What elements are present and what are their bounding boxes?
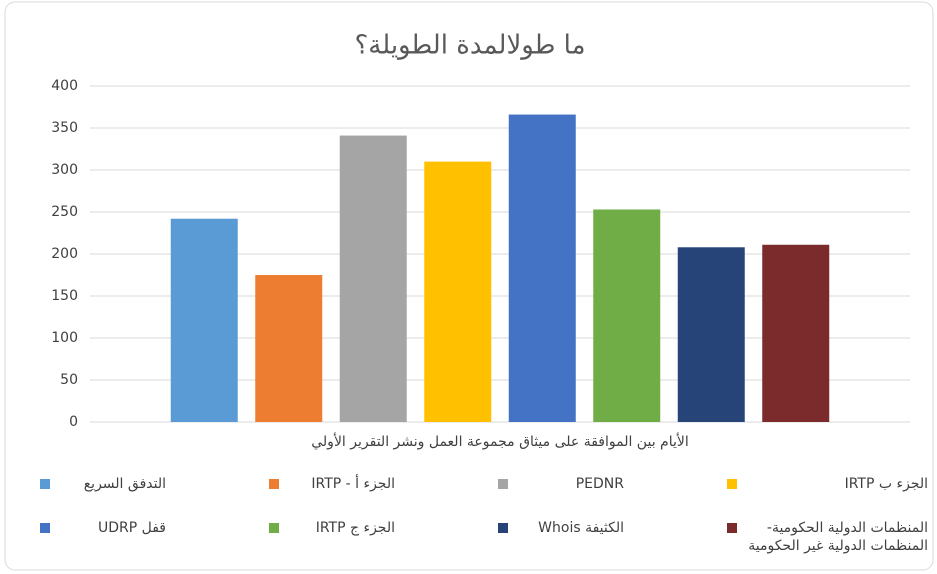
bar (339, 135, 407, 422)
legend-label: الكثيفة Whois (538, 520, 624, 536)
legend-swatch (498, 479, 508, 489)
bar (170, 218, 238, 422)
legend-swatch (40, 479, 50, 489)
y-tick-label: 0 (69, 414, 78, 430)
legend-item: قفل UDRP (40, 519, 166, 537)
legend-item: الجزء ب IRTP (727, 475, 928, 493)
legend-label: قفل UDRP (97, 520, 166, 536)
bar (508, 114, 576, 422)
legend-item: التدفق السريع (40, 475, 166, 493)
legend-label: الجزء ج IRTP (315, 520, 395, 536)
y-tick-label: 200 (51, 246, 78, 262)
y-tick-label: 350 (51, 120, 78, 136)
legend-swatch (727, 523, 737, 533)
legend-swatch (498, 523, 508, 533)
legend-swatch (269, 479, 279, 489)
bar (677, 247, 745, 422)
bar (593, 209, 661, 422)
legend-swatch (40, 523, 50, 533)
y-tick-label: 300 (51, 162, 78, 178)
legend-label: الجزء ب IRTP (844, 476, 928, 492)
y-tick-label: 50 (60, 372, 78, 388)
legend-swatch (727, 479, 737, 489)
legend-item: PEDNR (498, 475, 624, 493)
legend-label: الجزء أ - IRTP (311, 476, 395, 492)
y-tick-label: 150 (51, 288, 78, 304)
legend-item: المنظمات الدولية الحكومية- المنظمات الدو… (727, 519, 928, 555)
legend-swatch (269, 523, 279, 533)
bar (255, 275, 323, 422)
legend-label: PEDNR (575, 476, 624, 492)
legend-item: الجزء أ - IRTP (269, 475, 395, 493)
legend-label: المنظمات الدولية الحكومية- المنظمات الدو… (748, 520, 928, 554)
x-tick-label: الأيام بين الموافقة على ميثاق مجموعة الع… (311, 432, 689, 450)
chart-title: ما طولالمدة الطويلة؟ (354, 31, 585, 61)
y-tick-label: 250 (51, 204, 78, 220)
legend-item: الجزء ج IRTP (269, 519, 395, 537)
legend-label: التدفق السريع (83, 476, 166, 492)
y-tick-label: 400 (51, 78, 78, 94)
bar (762, 244, 830, 422)
bar (424, 161, 492, 422)
y-tick-label: 100 (51, 330, 78, 346)
legend-item: الكثيفة Whois (498, 519, 624, 537)
